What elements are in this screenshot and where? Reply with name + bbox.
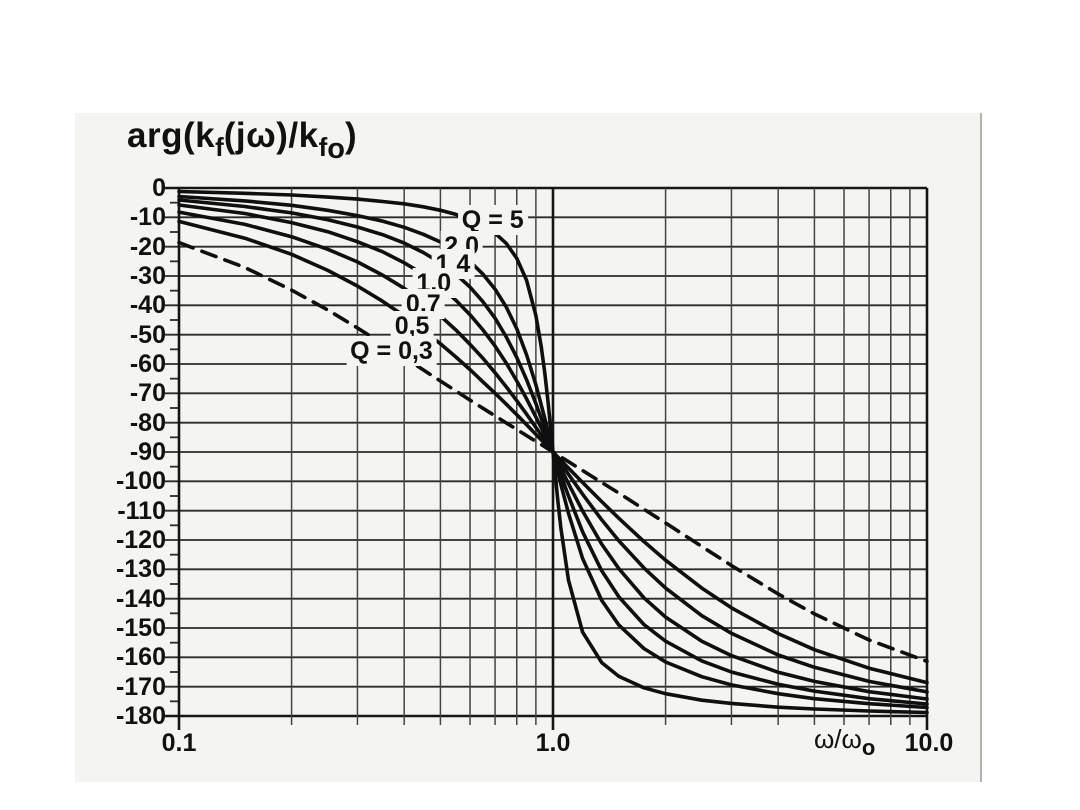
subscript-text: o (327, 133, 345, 165)
x-tick-label-1.0: 1.0 (535, 729, 571, 757)
subscript-text: f (318, 132, 328, 162)
chart-title: arg(kf(jω)/kfo) (127, 116, 358, 165)
x-tick-label-0.1: 0.1 (161, 729, 197, 757)
x-axis-title: ω/ωo (814, 724, 924, 760)
y-tick-label: -100 (115, 467, 166, 496)
y-tick-label: -140 (115, 584, 166, 613)
title-text: (jω)/k (223, 116, 319, 155)
y-tick-label: 0 (152, 174, 166, 202)
title-text: ω/ω (814, 724, 862, 754)
y-tick-label: -30 (129, 262, 166, 290)
y-tick-label: -80 (129, 408, 166, 437)
y-tick-label: -160 (115, 643, 166, 672)
subscript-text: f (215, 132, 224, 162)
title-text: arg(k (127, 116, 216, 155)
x-tick-label-10.0: 10.0 (904, 729, 954, 757)
y-tick-label: -50 (129, 320, 166, 349)
subscript-text: o (861, 735, 876, 760)
curve-label: Q = 0,3 (346, 335, 437, 366)
y-tick-label: -110 (117, 496, 166, 525)
y-tick-label: -180 (115, 702, 166, 730)
y-tick-label: -60 (129, 350, 166, 378)
y-tick-label: -20 (129, 232, 166, 261)
y-tick-label: -70 (129, 379, 166, 408)
scanned-figure (75, 113, 982, 782)
y-tick-label: -170 (115, 672, 166, 701)
y-tick-label: -130 (115, 555, 166, 584)
y-tick-label: -120 (115, 526, 166, 554)
y-tick-label: -10 (129, 203, 166, 232)
y-tick-label: -90 (129, 438, 166, 466)
y-tick-label: -150 (115, 614, 166, 642)
curve-label: Q = 5 (457, 205, 528, 236)
y-tick-label: -40 (129, 291, 166, 320)
title-text: ) (344, 116, 358, 155)
